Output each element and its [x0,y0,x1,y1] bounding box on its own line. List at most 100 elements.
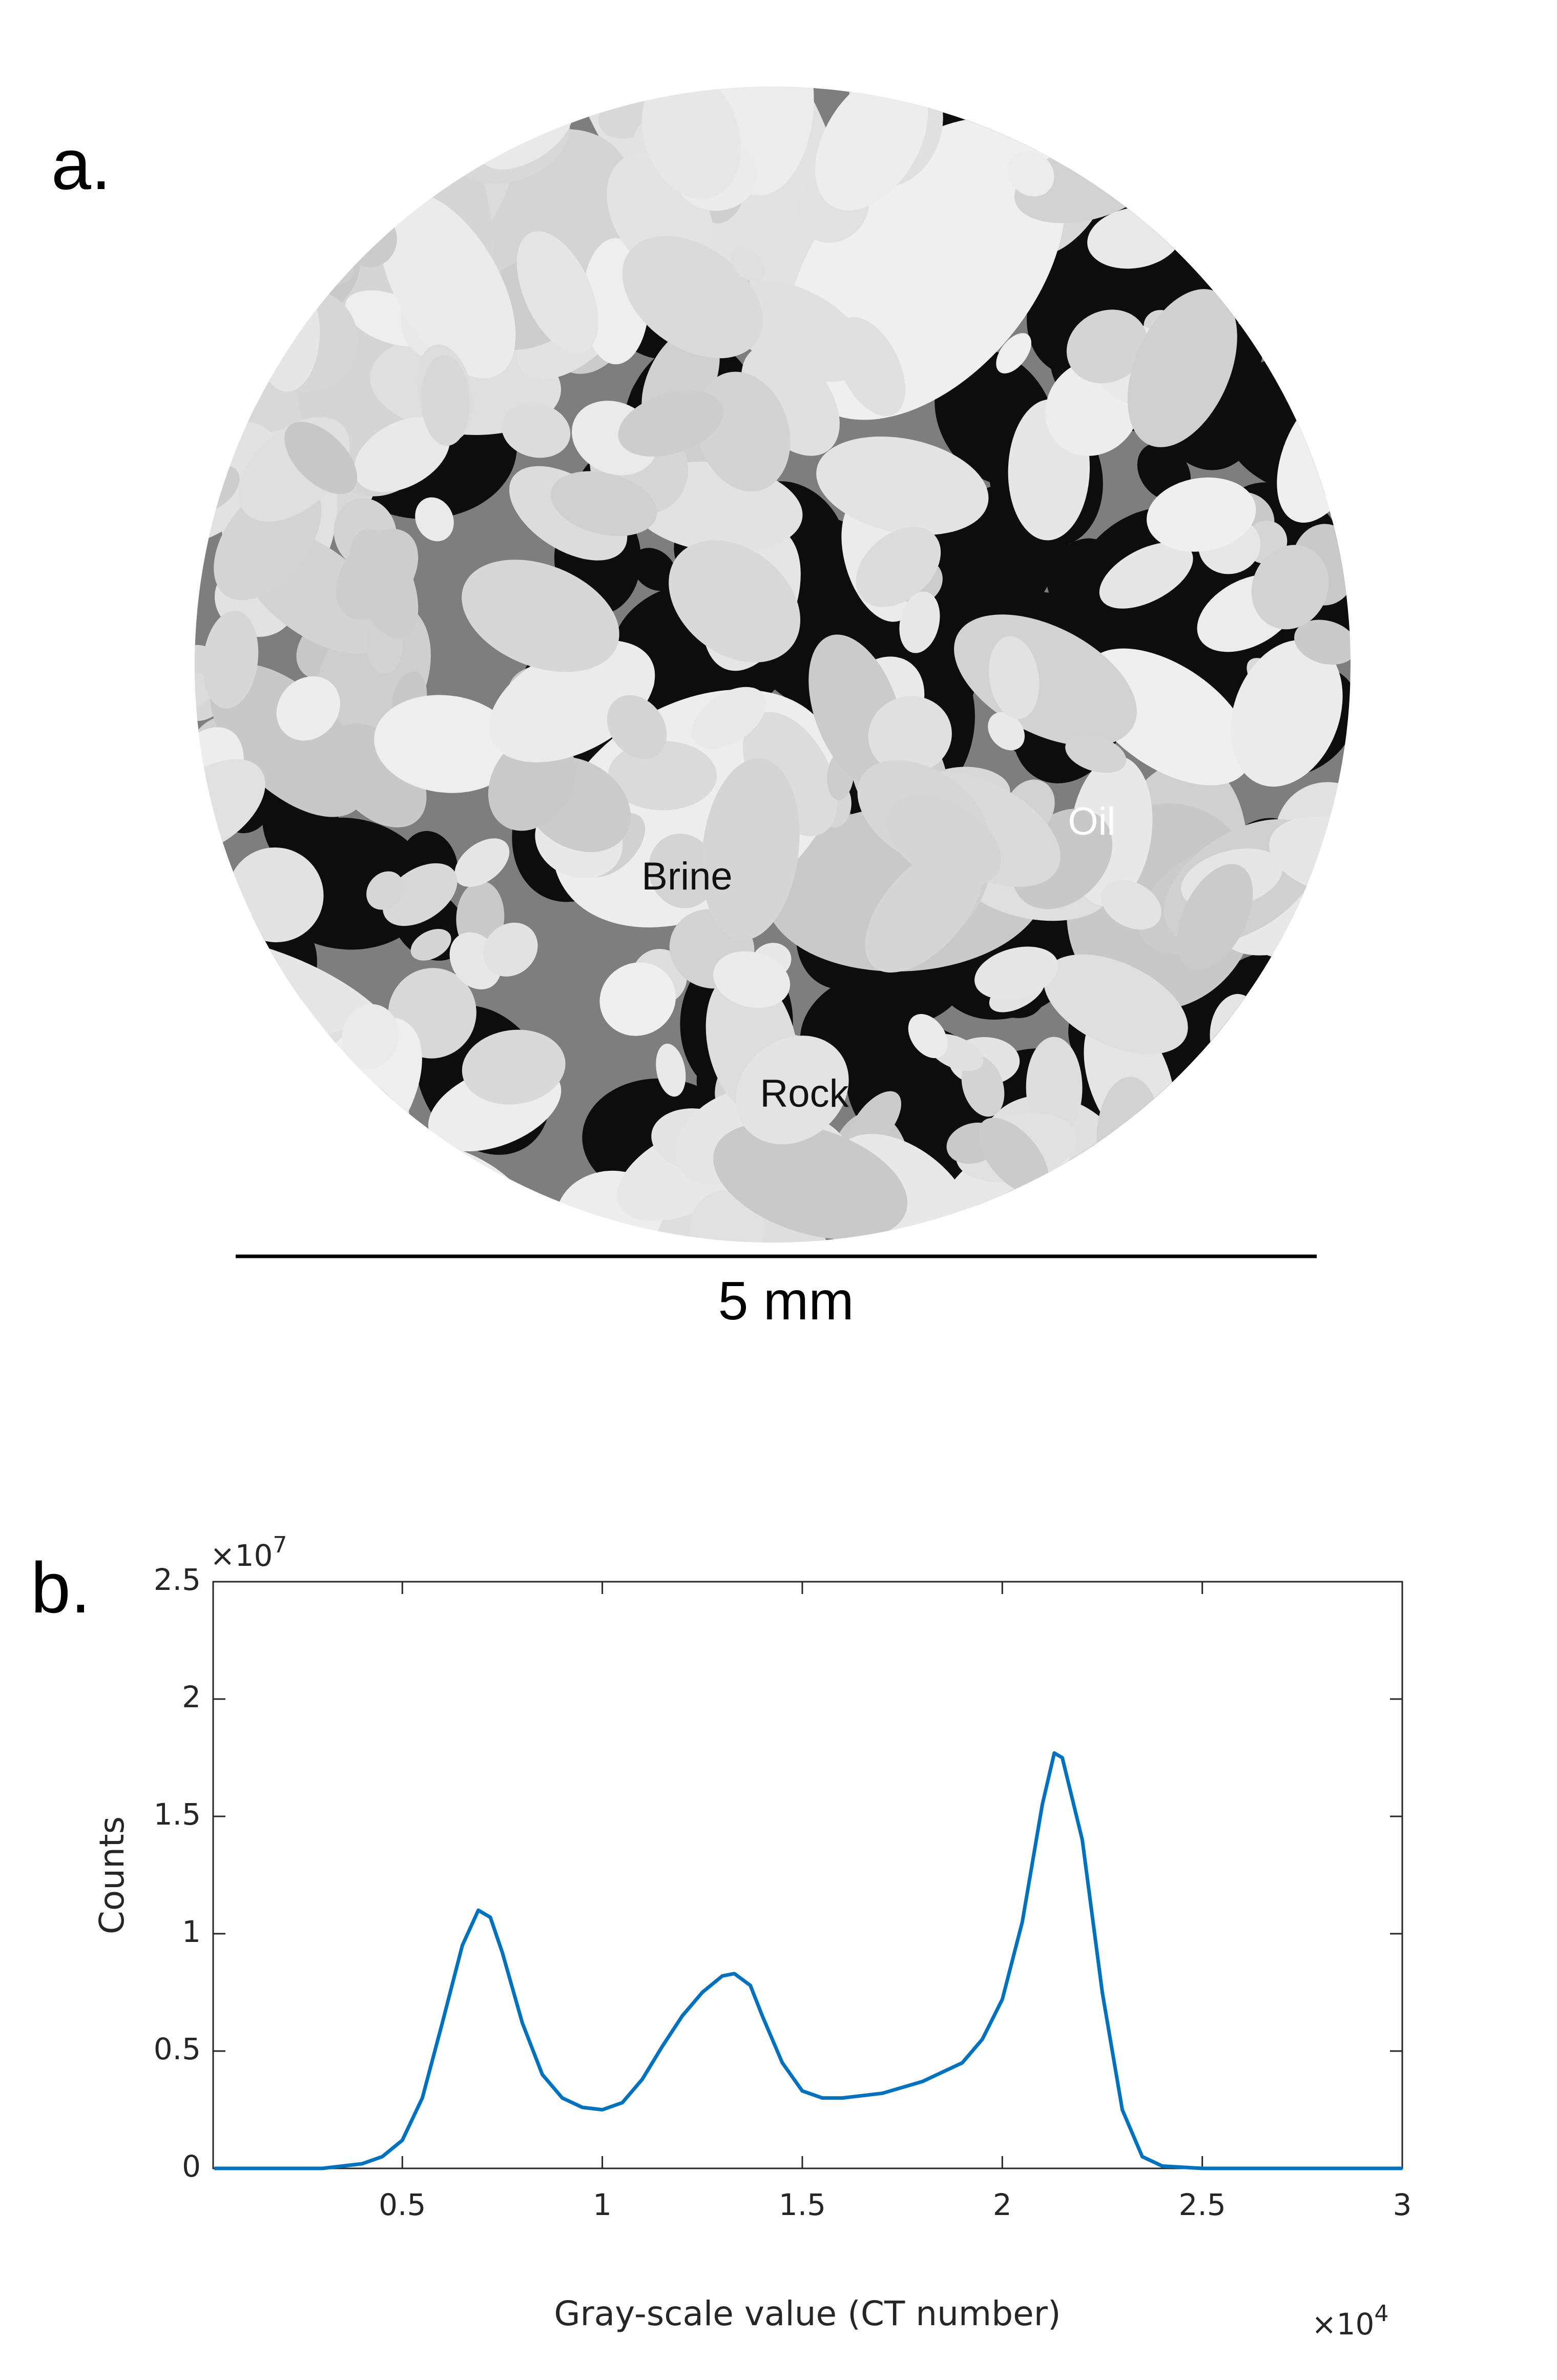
grain [195,87,381,155]
pore [1099,1191,1161,1240]
x-tick-label: 1.5 [779,2187,826,2222]
x-tick-label: 2.5 [1179,2187,1226,2222]
grain [340,1184,383,1223]
grain [276,676,340,741]
grain [354,417,450,492]
grain [462,560,619,672]
grain [856,527,941,607]
scale-bar-label: 5 mm [718,1271,854,1331]
grain [195,314,221,360]
pore [236,112,280,164]
grain [618,390,723,457]
x-tick-label: 0.5 [379,2187,426,2222]
grain [197,136,284,222]
grain [599,962,676,1036]
y-tick-label: 1 [182,1914,201,1949]
grain [1304,168,1332,214]
pore [1292,258,1351,391]
grain [989,636,1040,719]
grain [195,1028,262,1093]
grain [701,758,800,940]
pore [210,329,279,382]
grain [195,961,233,994]
grain [868,696,952,774]
multiplier-base: ×10 [210,1538,273,1573]
plot-frame [212,1581,1403,2169]
grain [415,497,454,542]
grain [1044,954,1188,1054]
pore [195,1117,233,1189]
grain [725,280,867,382]
multiplier-exponent: 7 [273,1532,287,1558]
y-tick-label: 0.5 [154,2032,201,2066]
grain [1147,477,1256,552]
panel-label: b. [31,1547,91,1628]
grain [648,833,717,908]
panel-label: a. [51,124,111,204]
pore [1240,993,1285,1051]
grain [202,183,265,245]
grain [1294,619,1351,665]
grain [210,664,366,817]
x-tick-label: 3 [1393,2187,1412,2222]
grain [421,355,470,446]
x-axis-title: Gray-scale value (CT number) [554,2294,1061,2333]
x-multiplier: ×104 [1312,2301,1388,2342]
grain [1198,1171,1277,1224]
grain [202,610,259,709]
grain [731,246,765,281]
pore [632,548,677,591]
grain [320,174,353,206]
grain [908,1013,948,1059]
grain [690,1190,764,1243]
y-tick-label: 2 [182,1680,201,1714]
grain [899,591,940,653]
grain [1192,87,1345,158]
grain [336,529,419,620]
grain [195,271,236,328]
grain [736,1036,849,1145]
grain [1160,87,1210,125]
grain [1325,1050,1351,1090]
multiplier-exponent: 4 [1374,2301,1388,2327]
pore [1277,129,1323,176]
grain [713,1122,908,1240]
grain [342,1004,399,1069]
pore [1208,106,1286,196]
grain [1177,864,1253,970]
grain [1230,640,1343,787]
grain [1007,151,1054,197]
y-tick-label: 2.5 [154,1562,201,1597]
grain [516,231,598,354]
annotation: Oil [1068,800,1116,843]
grain [691,687,766,749]
data-line [214,1751,1402,2170]
grain [1159,87,1230,129]
grain [978,1117,1049,1195]
grain [417,1170,462,1219]
grain [886,795,1001,887]
grain [355,89,406,147]
grain [1066,309,1148,384]
grain [974,946,1058,1000]
grain [1175,120,1245,173]
grain [696,371,791,492]
grain [1199,206,1245,263]
annotation: Brine [641,855,732,898]
grain [232,957,276,1032]
x-tick-label: 2 [993,2187,1012,2222]
pore [329,95,419,202]
grain [608,740,717,811]
grain [379,192,516,379]
grain [1026,1037,1083,1139]
grain [284,422,358,494]
grain [1202,1172,1306,1243]
y-multiplier: ×107 [210,1532,287,1573]
y-axis-title: Counts [92,1816,132,1934]
grain [195,259,218,302]
grain [961,1056,1005,1117]
multiplier-base: ×10 [1312,2307,1374,2342]
grain [410,929,451,961]
grain [815,87,928,211]
